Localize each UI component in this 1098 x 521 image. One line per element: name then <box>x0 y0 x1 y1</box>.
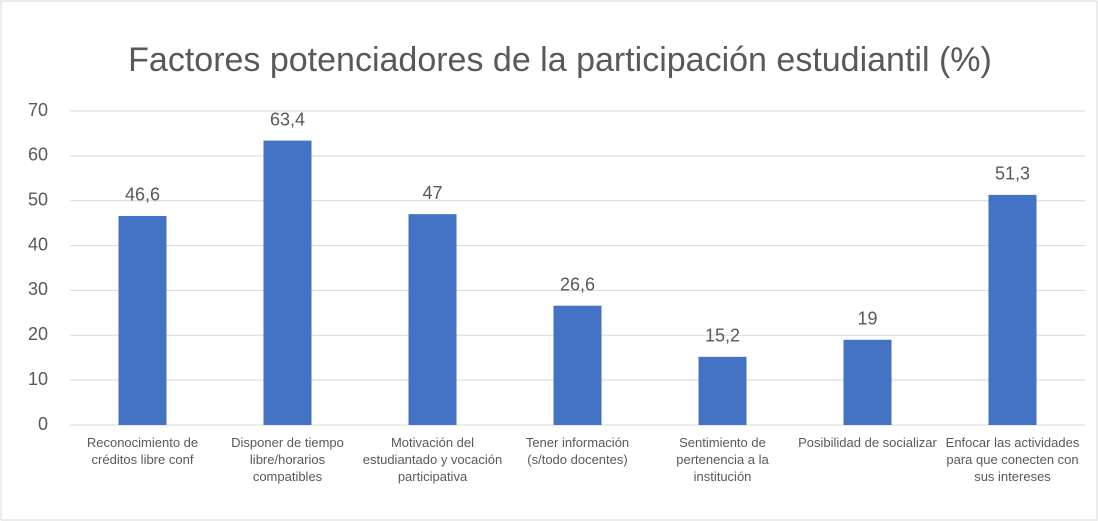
x-tick-label: Posibilidad de socializar <box>798 435 937 450</box>
data-label: 63,4 <box>270 109 305 129</box>
x-tick-label: Reconocimiento de créditos libre conf <box>86 435 199 467</box>
x-tick-label: Disponer de tiempo libre/horarios compat… <box>231 435 344 484</box>
bar <box>553 305 602 425</box>
bar <box>408 214 457 425</box>
y-tick-label: 30 <box>28 279 48 299</box>
y-tick-label: 50 <box>28 189 48 209</box>
bar <box>263 140 312 425</box>
data-label: 15,2 <box>705 326 740 346</box>
data-label: 46,6 <box>125 185 160 205</box>
y-tick-label: 10 <box>28 369 48 389</box>
data-label: 26,6 <box>560 274 595 294</box>
chart-title: Factores potenciadores de la participaci… <box>128 41 992 79</box>
y-tick-label: 70 <box>28 100 48 120</box>
data-label: 19 <box>857 309 877 329</box>
y-tick-label: 40 <box>28 234 48 254</box>
data-label: 47 <box>422 183 442 203</box>
x-tick-label: Sentimiento de pertenencia a la instituc… <box>676 435 769 484</box>
bar <box>118 215 167 425</box>
y-tick-label: 60 <box>28 145 48 165</box>
x-tick-label: Motivación del estudiantado y vocación p… <box>362 435 503 484</box>
x-tick-label: Enfocar las actividades para que conecte… <box>945 435 1080 484</box>
bar <box>988 194 1037 425</box>
x-tick-label: Tener información (s/todo docentes) <box>525 435 630 467</box>
data-label: 51,3 <box>995 164 1030 184</box>
bar <box>698 356 747 425</box>
bar <box>843 339 892 425</box>
y-tick-label: 0 <box>38 414 48 434</box>
y-tick-label: 20 <box>28 324 48 344</box>
